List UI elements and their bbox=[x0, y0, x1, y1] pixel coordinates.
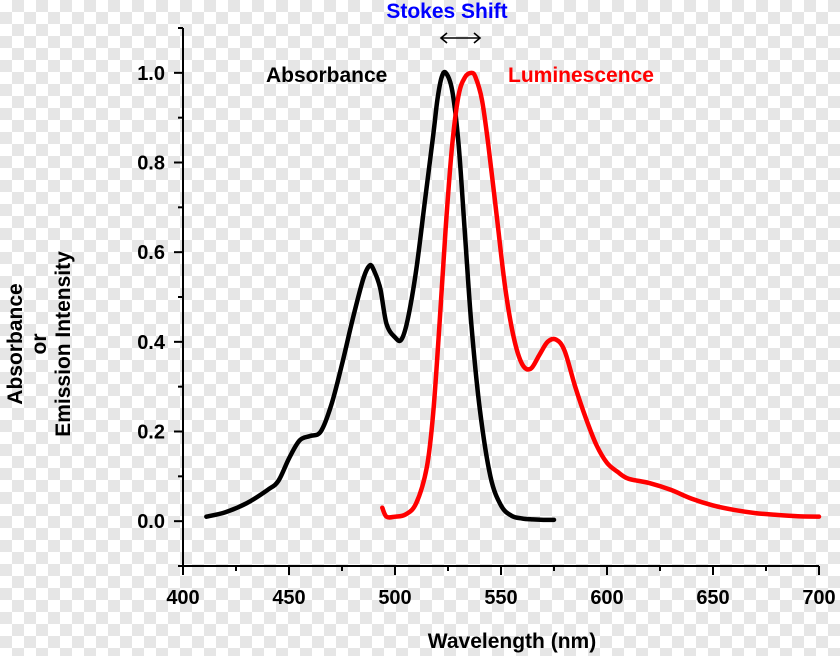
x-tick-label: 500 bbox=[378, 587, 411, 609]
y-tick-label: 0.2 bbox=[137, 422, 165, 444]
y-tick-label: 0.0 bbox=[137, 511, 165, 533]
axes-frame bbox=[182, 28, 819, 567]
series-line-luminescence bbox=[380, 70, 822, 520]
y-axis-title-line-1: Absorbance bbox=[4, 283, 27, 404]
x-tick-label: 600 bbox=[590, 587, 623, 609]
y-axis-title: Absorbance or Emission Intensity bbox=[4, 251, 75, 437]
x-tick-label: 700 bbox=[802, 587, 835, 609]
y-tick-label: 0.8 bbox=[137, 153, 165, 175]
y-axis-title-line-2: or bbox=[28, 334, 51, 355]
tick-group: 400 450 500 550 600 650 700 0.0 0.2 0.4 0.6 0.8 1.0 bbox=[137, 27, 836, 609]
y-axis-title-line-3: Emission Intensity bbox=[52, 251, 75, 437]
x-tick-label: 550 bbox=[484, 587, 517, 609]
stokes-shift-annotation: Stokes Shift bbox=[386, 0, 507, 23]
x-tick-label: 450 bbox=[272, 587, 305, 609]
series-line-absorbance bbox=[204, 69, 557, 523]
x-tick-label: 400 bbox=[166, 587, 199, 609]
y-tick-label: 1.0 bbox=[137, 63, 165, 85]
y-tick-label: 0.6 bbox=[137, 242, 165, 264]
stokes-shift-arrow bbox=[439, 32, 482, 44]
y-tick-label: 0.4 bbox=[137, 332, 166, 354]
x-tick-label: 650 bbox=[696, 587, 729, 609]
x-axis-title: Wavelength (nm) bbox=[428, 630, 596, 653]
luminescence-annotation: Luminescence bbox=[508, 64, 654, 87]
series-group bbox=[204, 69, 822, 523]
absorbance-annotation: Absorbance bbox=[266, 64, 387, 87]
